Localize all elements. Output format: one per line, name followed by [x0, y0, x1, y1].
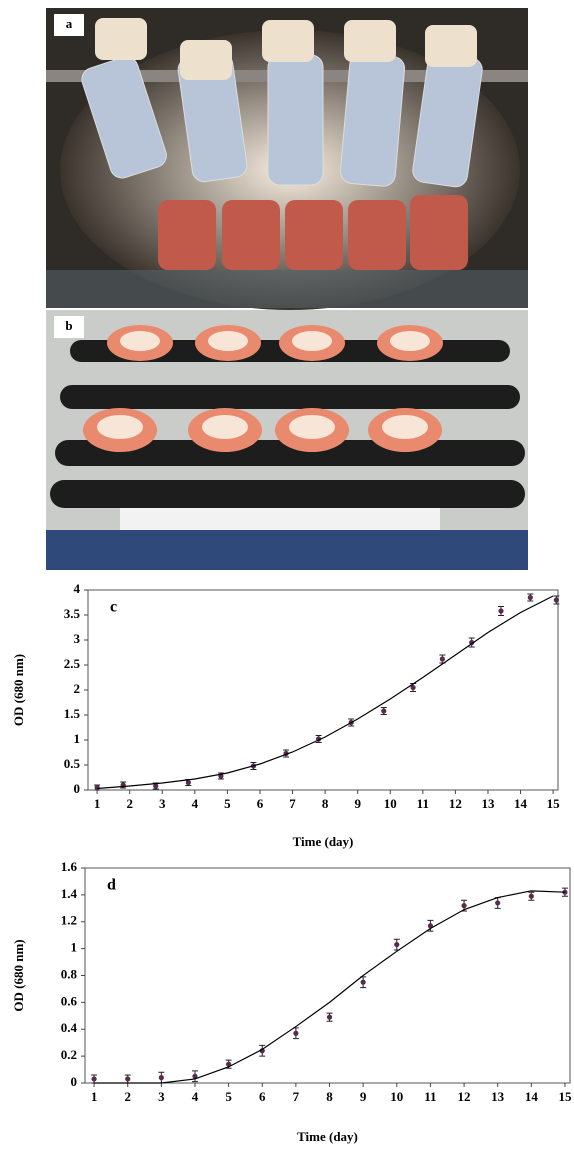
y-axis-title: OD (680 nm) — [11, 654, 26, 726]
data-point — [293, 1031, 298, 1036]
y-tick-label: 1 — [74, 731, 81, 746]
y-tick-label: 1.2 — [61, 913, 77, 928]
x-tick-label: 11 — [424, 1089, 436, 1104]
x-tick-label: 5 — [225, 1089, 232, 1104]
x-tick-label: 3 — [159, 796, 166, 811]
data-point — [394, 942, 399, 947]
y-tick-label: 3.5 — [64, 606, 81, 621]
data-point — [529, 894, 534, 899]
x-tick-label: 2 — [124, 1089, 131, 1104]
x-tick-label: 1 — [91, 1089, 98, 1104]
data-point — [495, 900, 500, 905]
data-point — [327, 1015, 332, 1020]
fit-curve — [94, 891, 565, 1083]
y-tick-label: 0.4 — [61, 1020, 78, 1035]
y-tick-label: 0.2 — [61, 1047, 77, 1062]
figure: a b 00.511.522.533.541234567891011121314… — [0, 0, 574, 1149]
x-tick-label: 6 — [257, 796, 264, 811]
x-tick-label: 10 — [390, 1089, 403, 1104]
y-tick-label: 0 — [71, 1074, 78, 1089]
data-point — [159, 1075, 164, 1080]
y-tick-label: 1 — [71, 940, 78, 955]
x-tick-label: 2 — [126, 796, 133, 811]
data-point — [440, 656, 445, 661]
data-point — [381, 708, 386, 713]
x-tick-label: 7 — [293, 1089, 300, 1104]
y-tick-label: 0.8 — [61, 966, 78, 981]
panel-label: c — [110, 599, 117, 616]
y-tick-label: 1.5 — [64, 706, 81, 721]
x-tick-label: 11 — [417, 796, 429, 811]
y-tick-label: 0.6 — [61, 993, 78, 1008]
panel-label: d — [107, 877, 116, 894]
x-tick-label: 6 — [259, 1089, 266, 1104]
x-tick-label: 12 — [449, 796, 462, 811]
photo-b: b — [46, 310, 528, 570]
plot-frame — [88, 590, 558, 790]
x-tick-label: 3 — [158, 1089, 165, 1104]
y-axis-title: OD (680 nm) — [11, 939, 26, 1011]
data-point — [125, 1076, 130, 1081]
data-point — [361, 980, 366, 985]
data-point — [498, 608, 503, 613]
x-tick-label: 5 — [224, 796, 231, 811]
y-tick-label: 1.4 — [61, 886, 78, 901]
x-tick-label: 14 — [514, 796, 528, 811]
data-point — [528, 595, 533, 600]
x-tick-label: 8 — [326, 1089, 333, 1104]
y-tick-label: 0 — [74, 781, 81, 796]
x-tick-label: 4 — [192, 796, 199, 811]
x-tick-label: 15 — [558, 1089, 572, 1104]
y-tick-label: 1.6 — [61, 859, 78, 874]
data-point — [186, 780, 191, 785]
y-tick-label: 2.5 — [64, 656, 81, 671]
x-tick-label: 13 — [491, 1089, 505, 1104]
x-tick-label: 1 — [94, 796, 101, 811]
data-point — [91, 1076, 96, 1081]
y-tick-label: 3 — [74, 631, 81, 646]
photo-a: a — [46, 8, 528, 310]
x-tick-label: 7 — [289, 796, 296, 811]
x-tick-label: 4 — [192, 1089, 199, 1104]
x-tick-label: 9 — [354, 796, 361, 811]
photo-label: b — [65, 318, 72, 333]
y-tick-label: 0.5 — [64, 756, 81, 771]
x-tick-label: 10 — [384, 796, 397, 811]
data-point — [461, 903, 466, 908]
x-tick-label: 15 — [547, 796, 561, 811]
y-tick-label: 2 — [74, 681, 81, 696]
photo-label: a — [66, 16, 73, 31]
y-tick-label: 4 — [74, 581, 81, 596]
x-tick-label: 8 — [322, 796, 329, 811]
x-tick-label: 12 — [458, 1089, 471, 1104]
data-point — [554, 597, 559, 602]
x-tick-label: 14 — [525, 1089, 539, 1104]
data-point — [95, 785, 100, 790]
x-tick-label: 9 — [360, 1089, 367, 1104]
x-tick-label: 13 — [481, 796, 495, 811]
x-axis-title: Time (day) — [293, 834, 354, 849]
x-axis-title: Time (day) — [297, 1129, 358, 1144]
fit-curve — [97, 596, 553, 789]
